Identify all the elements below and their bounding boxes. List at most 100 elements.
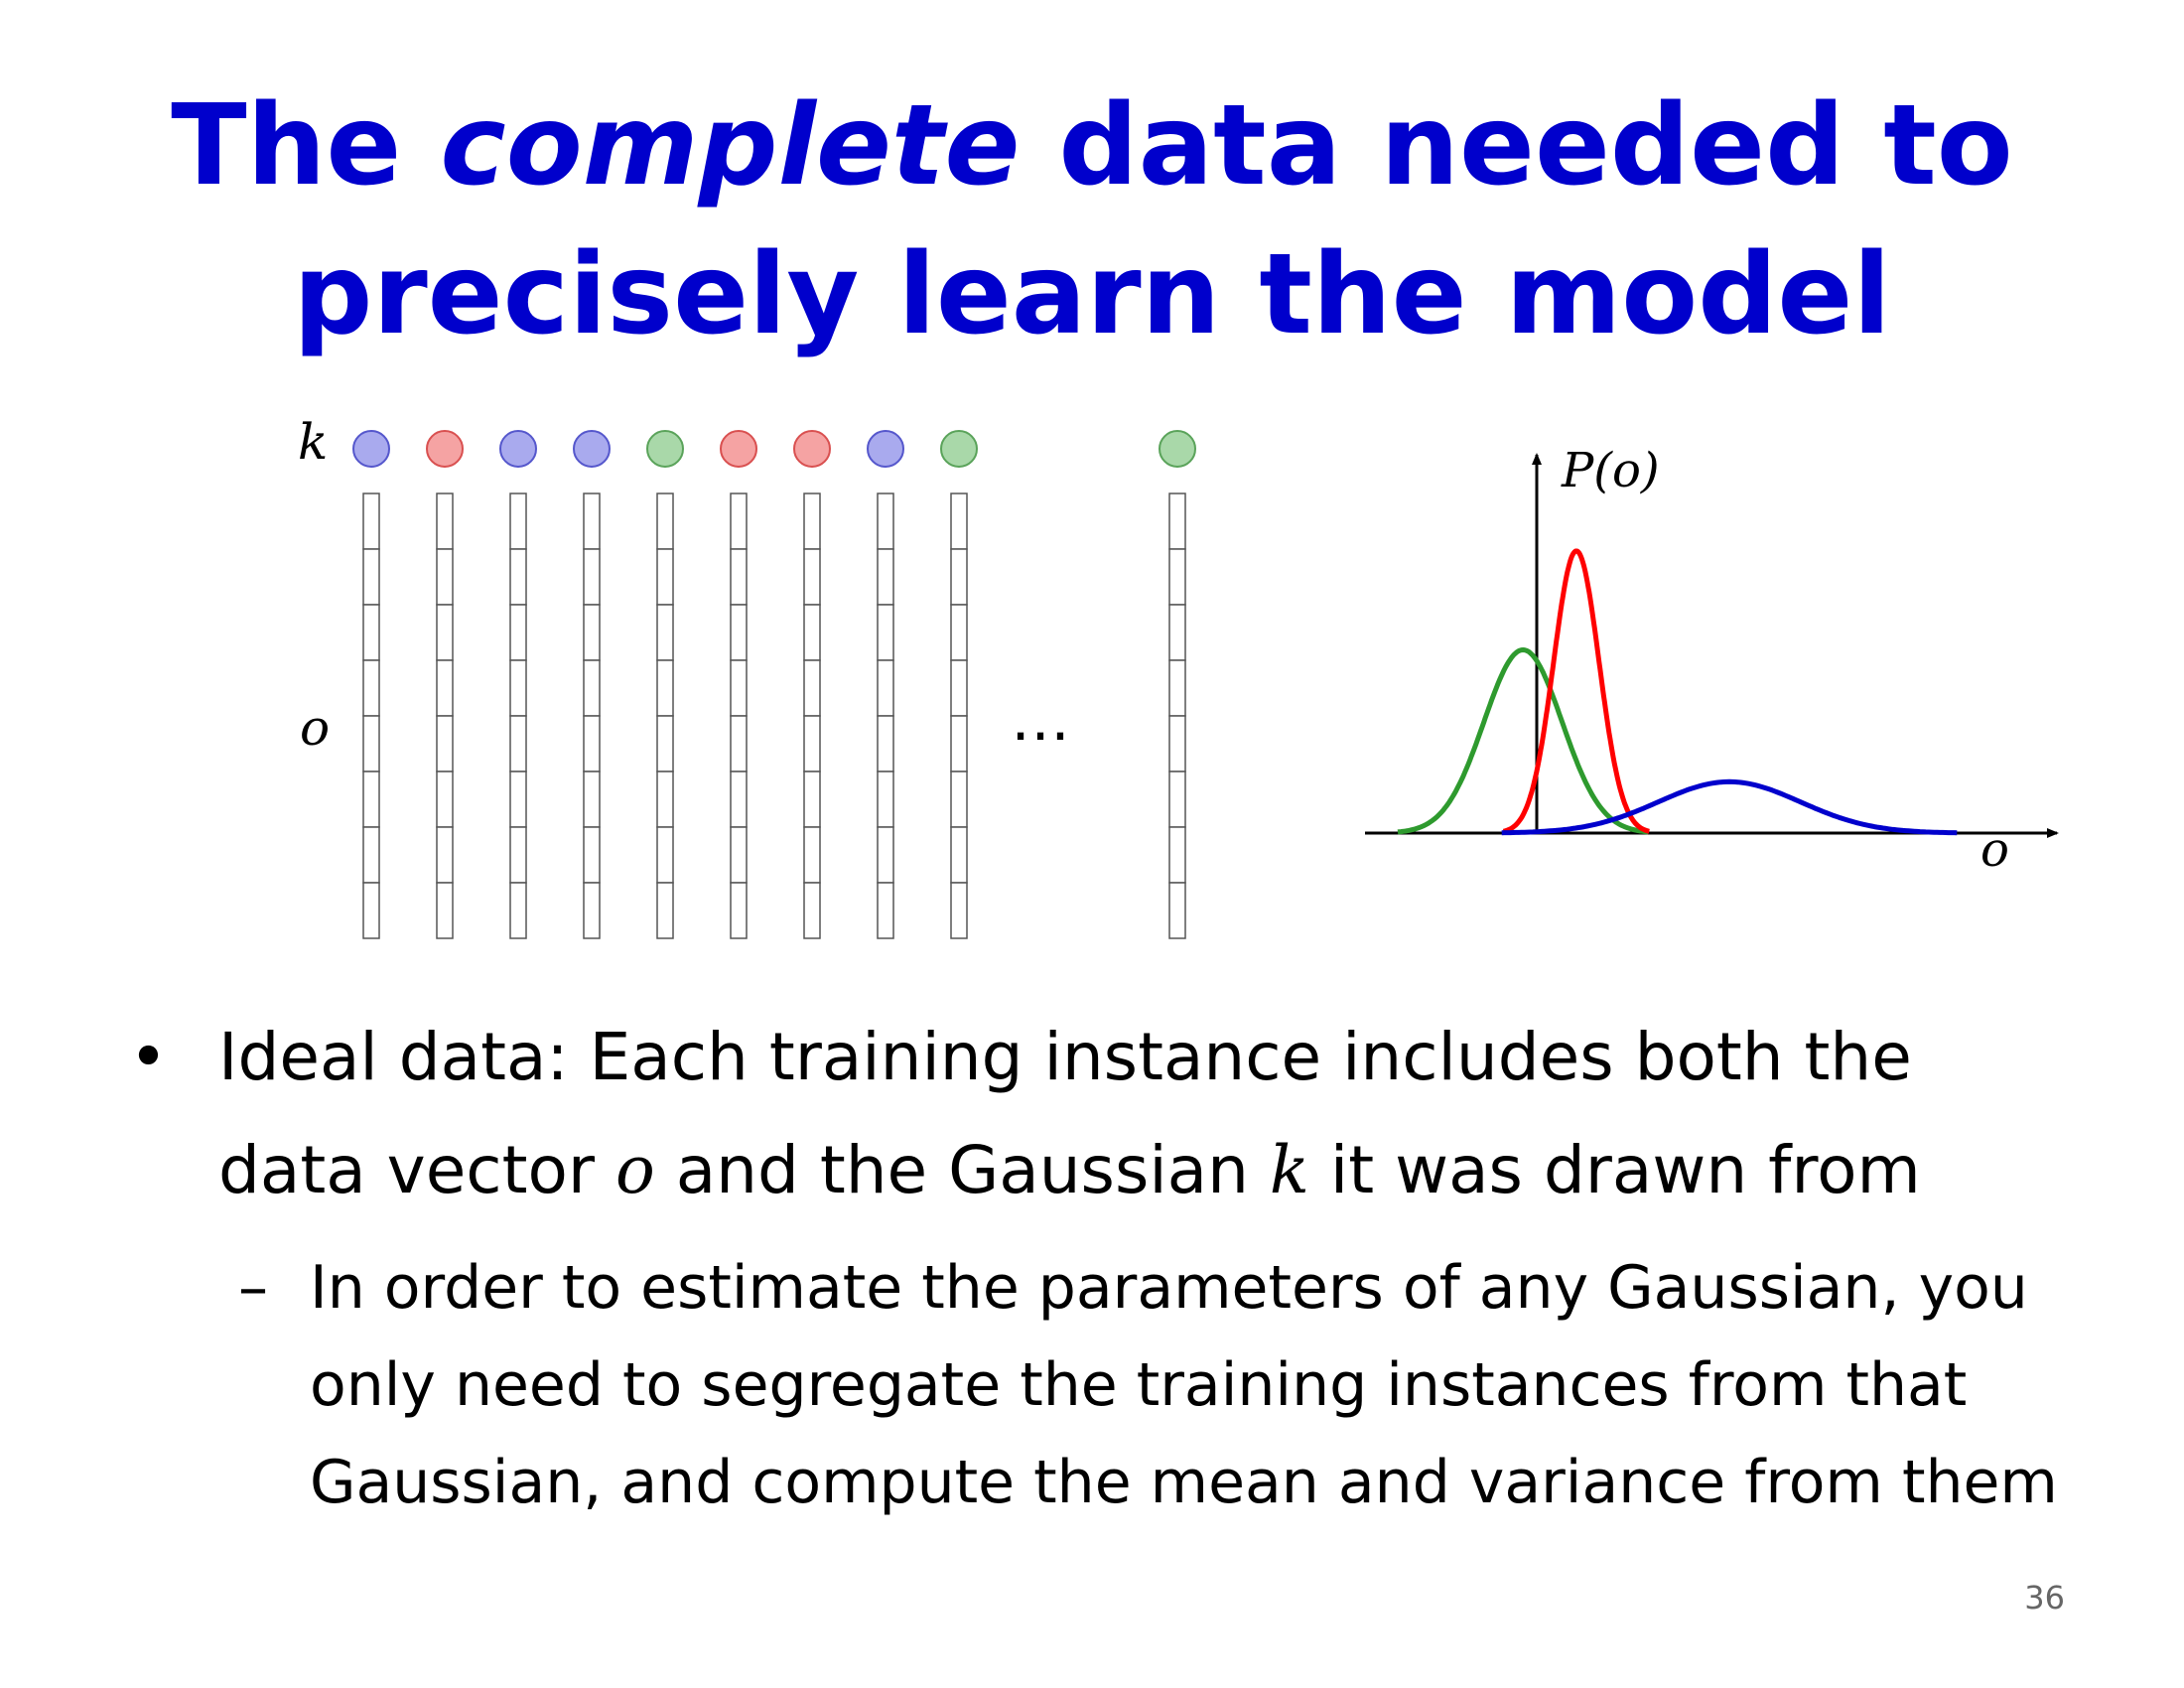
vector-cell [730,604,748,661]
vector-cell [877,604,894,661]
page-number: 36 [2024,1579,2065,1617]
vector-cell [950,882,968,939]
vector-cell [950,548,968,606]
gaussian-curve-0 [1397,647,1650,835]
vector-cell [436,715,454,773]
vector-cell [730,826,748,884]
vector-cell [730,659,748,717]
vector-cell [1168,604,1186,661]
vector-cell [362,604,380,661]
vector-cell [509,826,527,884]
vector-cell [362,659,380,717]
vector-cell [436,659,454,717]
title-line-2: precisely learn the model [293,230,1891,359]
data-vector [583,492,601,939]
sub-bullet-text: In order to estimate the parameters of a… [310,1253,2058,1517]
vector-cell [583,826,601,884]
vector-cell [436,492,454,550]
math-k: k [1269,1132,1309,1208]
bullet-marker: • [129,1019,168,1095]
vector-cell [362,715,380,773]
data-vector [436,492,454,939]
vector-cell [803,826,821,884]
class-circle-red [426,430,464,468]
vector-cell [803,604,821,661]
vector-cell [877,771,894,828]
vector-cell [583,604,601,661]
vector-cell [950,492,968,550]
training-instances [352,430,1196,939]
vector-cell [730,882,748,939]
vector-cell [1168,715,1186,773]
vector-cell [362,771,380,828]
vector-cell [877,492,894,550]
vector-cell [656,771,674,828]
vector-cell [950,715,968,773]
data-vector [950,492,968,939]
vector-cell [509,659,527,717]
vector-cell [362,826,380,884]
y-axis-label: P(o) [1561,443,1660,498]
vector-cell [583,492,601,550]
math-o: o [614,1132,655,1208]
data-vector [803,492,821,939]
vector-cell [730,492,748,550]
vector-cell [583,771,601,828]
vector-cell [1168,548,1186,606]
vector-cell [803,548,821,606]
vector-cell [877,548,894,606]
data-vector [730,492,748,939]
vector-cell [436,771,454,828]
diagram: k o … P(o) o [298,413,2059,939]
class-circle-blue [352,430,390,468]
vector-cell [950,604,968,661]
label-k: k [298,413,328,471]
vector-cell [877,882,894,939]
vector-cell [509,771,527,828]
title-emphasis: complete [440,81,1021,211]
vector-cell [436,604,454,661]
vector-cell [1168,882,1186,939]
vector-cell [950,771,968,828]
vector-cell [436,548,454,606]
vector-cell [509,715,527,773]
vector-cell [436,826,454,884]
vector-cell [730,548,748,606]
label-o: o [300,699,330,757]
vector-cell [803,771,821,828]
bullet-text: Ideal data: Each training instance inclu… [218,1019,1921,1208]
gaussian-curves [1397,548,1958,836]
vector-cell [583,882,601,939]
data-vector [509,492,527,939]
data-vector [362,492,380,939]
gaussian-plot: P(o) o [1365,443,2059,878]
gaussian-curve-2 [1501,778,1958,836]
vector-cell [362,492,380,550]
class-circle-green [1159,430,1196,468]
ellipsis: … [1011,685,1070,755]
vector-cell [436,882,454,939]
title-line-1: The complete data needed to [171,81,2013,211]
vector-cell [1168,826,1186,884]
sub-bullet-marker: – [238,1253,268,1323]
vector-cell [362,548,380,606]
vector-cell [656,882,674,939]
vector-cell [656,715,674,773]
vector-cell [656,548,674,606]
class-circle-blue [499,430,537,468]
data-vector [877,492,894,939]
vector-cell [1168,771,1186,828]
gaussian-curve-1 [1501,548,1651,834]
vector-cell [877,659,894,717]
vector-cell [509,882,527,939]
vector-cell [583,659,601,717]
vector-cell [803,659,821,717]
vector-cell [803,492,821,550]
class-circle-red [720,430,757,468]
class-circle-blue [867,430,904,468]
vector-cell [583,715,601,773]
vector-cell [877,826,894,884]
vector-cell [656,492,674,550]
vector-cell [362,882,380,939]
vector-cell [1168,659,1186,717]
